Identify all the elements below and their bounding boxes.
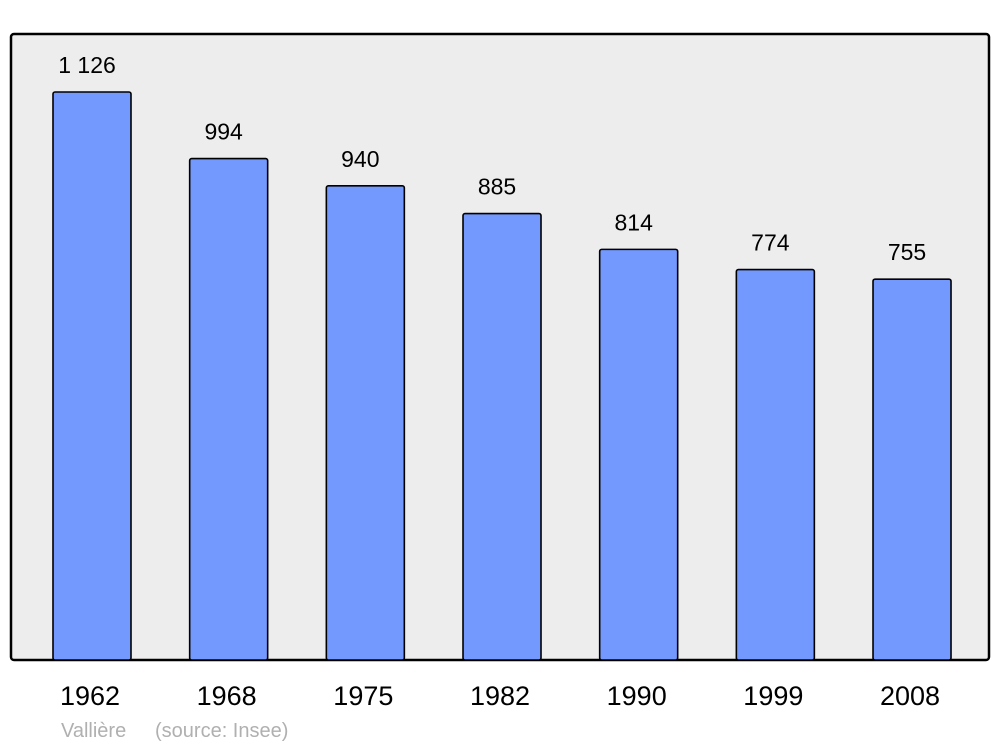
bar-1990 [598,248,679,661]
x-tick-1982: 1982 [470,681,530,711]
bar-1975 [325,185,406,661]
value-label-1975: 940 [341,146,379,172]
bar-1962 [52,91,132,661]
x-tick-1968: 1968 [197,681,257,711]
x-tick-1990: 1990 [607,681,667,711]
x-tick-1975: 1975 [333,681,393,711]
value-label-1962: 1 126 [58,52,116,78]
value-label-1990: 814 [614,209,653,235]
x-tick-1962: 1962 [60,681,120,711]
footer-source: (source: Insee) [155,720,288,742]
bar-2008 [872,278,952,661]
value-label-2008: 755 [888,239,926,265]
value-label-1982: 885 [478,174,516,200]
x-tick-2008: 2008 [880,681,940,711]
bar-1999 [735,268,816,661]
x-tick-1999: 1999 [743,681,803,711]
footer-place: Vallière [61,720,126,742]
value-label-1999: 774 [751,230,790,256]
bar-1982 [462,212,542,661]
bar-1968 [188,157,269,661]
value-label-1968: 994 [204,119,243,145]
